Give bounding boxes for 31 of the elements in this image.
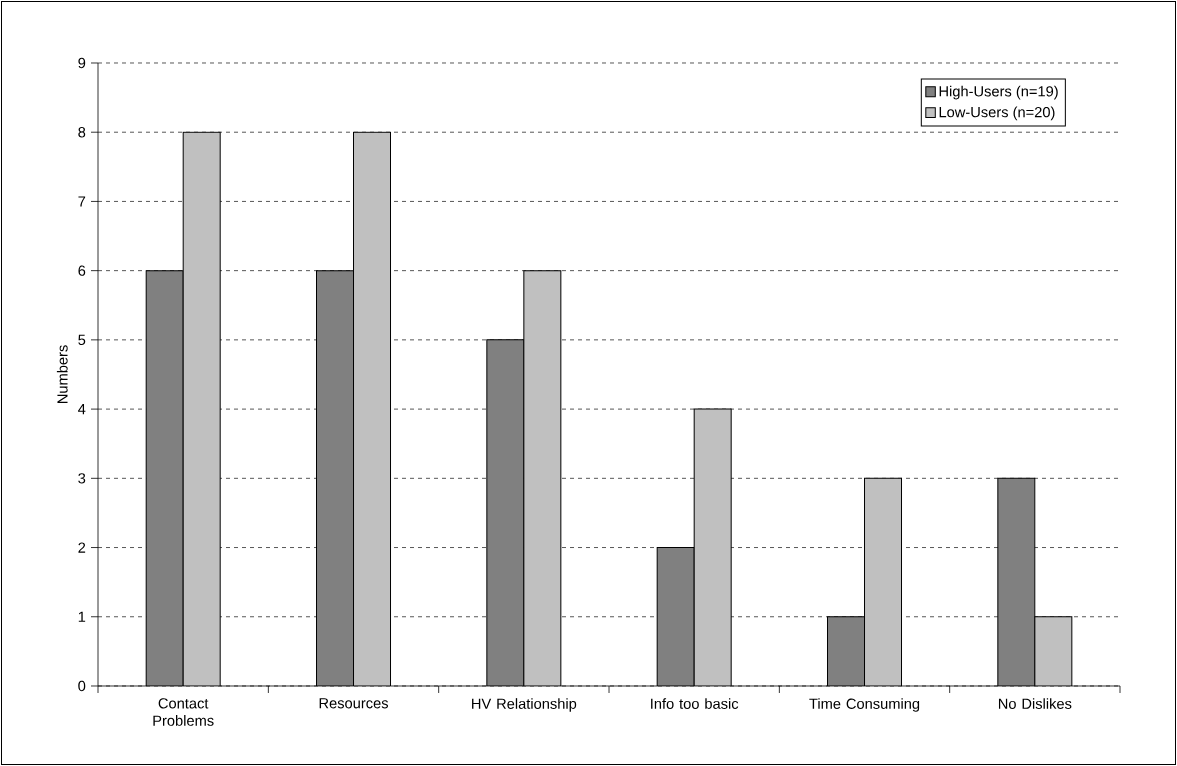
y-tick-label: 0: [78, 680, 86, 692]
y-tick-label: 8: [78, 127, 86, 138]
legend-label: High-Users (n=19): [939, 85, 1058, 100]
y-tick-label: 7: [78, 196, 86, 207]
bar: [997, 477, 1036, 686]
y-tick-label: 6: [78, 265, 86, 276]
x-tick-label: Info too basic: [651, 698, 739, 709]
bar: [864, 478, 902, 686]
bar: [827, 616, 865, 686]
bar: [694, 409, 732, 686]
bar: [523, 270, 561, 686]
y-tick-label: 2: [78, 542, 86, 553]
bar: [183, 132, 221, 686]
y-axis-title: Numbers: [56, 345, 68, 404]
x-tick-label: Resources: [319, 698, 389, 709]
bar: [316, 270, 354, 686]
y-tick-label: 1: [78, 611, 86, 622]
bar: [1034, 616, 1073, 686]
y-tick-label: 5: [78, 334, 86, 345]
bar: [353, 132, 391, 686]
x-tick-label: Time Consuming: [809, 698, 920, 712]
y-tick-label: 4: [78, 404, 86, 415]
x-tick-label: Contact Problems: [153, 698, 214, 726]
bar: [657, 547, 695, 686]
bar: [486, 339, 524, 686]
x-tick-label: No Dislikes: [998, 698, 1072, 709]
y-tick-label: 9: [78, 57, 86, 69]
x-tick-label: HV Relationship: [472, 698, 577, 712]
y-tick-label: 3: [78, 473, 86, 484]
bar: [146, 270, 184, 686]
legend-label: Low-Users (n=20): [939, 106, 1055, 121]
